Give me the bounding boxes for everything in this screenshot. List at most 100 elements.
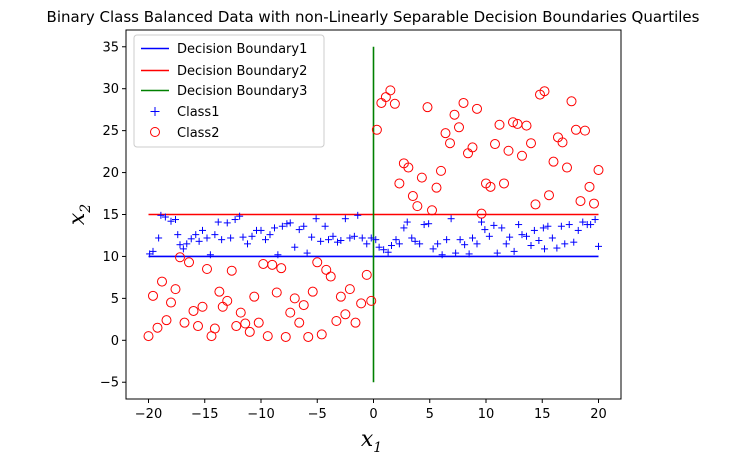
class2-point — [440, 128, 451, 139]
class2-point — [485, 181, 496, 192]
class1-point — [502, 240, 510, 248]
class2-point — [530, 199, 541, 210]
class2-point — [503, 145, 514, 156]
class2-point — [193, 321, 203, 332]
class1-point — [354, 211, 362, 219]
class1-point — [262, 236, 269, 244]
class1-point — [515, 221, 523, 229]
class2-point — [589, 198, 599, 209]
x-tick-label: 15 — [534, 407, 551, 422]
y-axis-label-main: x — [65, 212, 90, 225]
class2-point — [344, 284, 355, 295]
y-tick-label: 25 — [102, 124, 119, 139]
class1-point — [456, 236, 464, 244]
class2-point — [335, 291, 346, 302]
class2-point — [366, 295, 377, 306]
class2-point — [350, 317, 361, 328]
class2-point — [575, 196, 586, 207]
class1-point — [443, 236, 451, 244]
class2-point — [571, 124, 581, 135]
x-tick-label: −5 — [308, 407, 327, 422]
y-tick-label: 15 — [102, 208, 119, 223]
class1-point — [337, 236, 345, 244]
class2-point — [312, 257, 323, 268]
class1-point — [553, 244, 561, 252]
class1-point — [321, 222, 329, 230]
class2-point — [436, 165, 446, 176]
y-axis-label: x2 — [65, 204, 94, 225]
class1-point — [490, 221, 498, 229]
class2-point — [416, 172, 427, 183]
class2-point — [262, 331, 273, 342]
class1-point — [236, 212, 244, 220]
class1-point — [172, 216, 179, 224]
class1-point — [506, 233, 514, 241]
class2-point — [217, 301, 228, 312]
class1-point — [244, 240, 251, 248]
y-tick-label: 35 — [102, 40, 119, 55]
class1-point — [452, 249, 460, 257]
class1-point — [380, 246, 388, 254]
class2-point — [371, 124, 382, 135]
class1-point — [425, 220, 433, 228]
class1-point — [478, 218, 485, 226]
class1-point — [291, 243, 299, 251]
class2-point — [325, 271, 336, 282]
class1-point — [434, 240, 442, 248]
class1-point — [266, 231, 274, 239]
class1-point — [358, 234, 366, 242]
class2-point — [508, 117, 518, 128]
class2-point — [294, 317, 305, 328]
class1-point — [174, 231, 182, 239]
y-tick-label: 20 — [102, 166, 119, 181]
class1-point — [485, 232, 493, 240]
legend-label-boundary2: Decision Boundary2 — [177, 64, 307, 79]
class1-point — [227, 234, 235, 242]
class1-point — [579, 218, 587, 226]
class1-point — [161, 213, 169, 221]
class1-point — [388, 242, 395, 250]
class2-point — [175, 252, 185, 263]
class2-point — [517, 150, 527, 161]
y-tick-label: −5 — [100, 376, 119, 391]
class1-point — [473, 240, 481, 248]
class1-point — [283, 220, 291, 228]
class1-point — [317, 237, 325, 245]
class1-point — [400, 224, 408, 232]
class2-point — [209, 323, 220, 334]
class1-point — [187, 235, 195, 243]
data-points — [143, 85, 604, 342]
x-tick-label: −20 — [135, 407, 162, 422]
class2-point — [276, 263, 287, 274]
legend-label-boundary3: Decision Boundary3 — [177, 84, 307, 99]
class2-point — [148, 290, 158, 301]
class1-point — [518, 231, 526, 239]
class2-point — [222, 295, 233, 306]
class1-point — [257, 226, 265, 234]
class2-point — [143, 331, 154, 342]
y-tick-label: 30 — [102, 82, 119, 97]
class1-point — [574, 226, 582, 234]
class2-point — [157, 276, 167, 287]
class1-point — [591, 216, 599, 224]
y-axis-ticks: −5 0 5 10 15 20 25 30 35 — [100, 40, 126, 391]
class1-point — [544, 222, 552, 230]
class1-point — [363, 240, 371, 248]
class2-point — [244, 326, 255, 337]
class1-point — [206, 251, 214, 259]
class2-point — [267, 259, 278, 270]
class2-point — [166, 297, 176, 308]
class2-point — [557, 137, 568, 148]
class1-point — [157, 211, 165, 219]
class2-point — [258, 258, 269, 269]
class1-point — [274, 251, 282, 259]
class1-point — [384, 248, 392, 256]
class1-point — [149, 247, 157, 255]
class1-point — [176, 241, 184, 249]
class1-point — [271, 224, 278, 232]
y-tick-label: 0 — [111, 334, 119, 349]
class2-point — [389, 98, 400, 109]
class2-point — [394, 178, 405, 189]
class2-point — [593, 165, 604, 176]
